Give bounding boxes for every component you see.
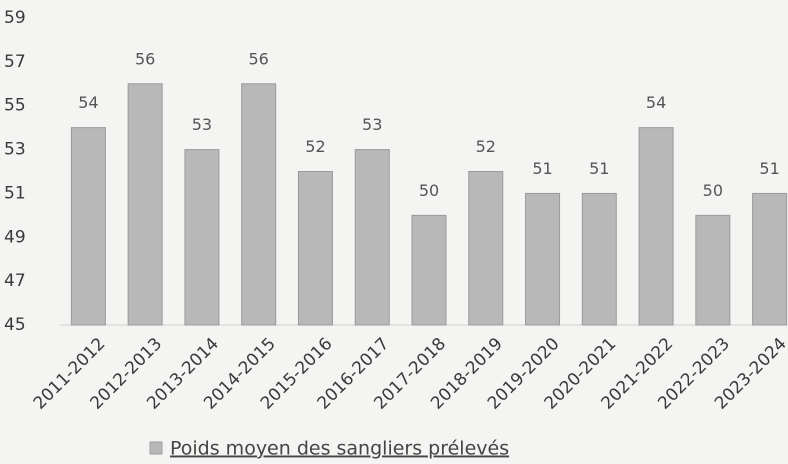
bar [354,149,390,326]
bar [241,83,277,326]
bar [184,149,220,326]
y-tick-label: 59 [4,8,26,28]
value-label: 56 [135,49,155,68]
value-label: 56 [249,49,269,68]
value-label: 53 [192,115,212,134]
y-tick-label: 55 [4,96,26,116]
bar [127,83,163,326]
value-label: 50 [703,181,723,200]
value-label: 54 [646,93,666,112]
value-label: 52 [476,137,496,156]
value-label: 52 [305,137,325,156]
y-tick-label: 57 [4,52,26,72]
bar [468,171,504,326]
bar [297,171,333,326]
legend-label: Poids moyen des sangliers prélevés [170,438,509,460]
legend-swatch [149,441,163,455]
y-tick-label: 49 [4,227,26,247]
value-label: 51 [532,159,552,178]
y-tick-label: 47 [4,271,26,291]
value-label: 50 [419,181,439,200]
bar [525,192,561,326]
bar [411,214,447,326]
bar [638,127,674,326]
bar [752,192,788,326]
value-label: 51 [589,159,609,178]
value-label: 53 [362,115,382,134]
value-label: 51 [759,159,779,178]
y-tick-label: 53 [4,140,26,160]
y-tick-label: 45 [4,315,26,335]
bar [695,214,731,326]
bar [581,192,617,326]
bar [70,127,106,326]
value-label: 54 [78,93,98,112]
y-tick-label: 51 [4,183,26,203]
